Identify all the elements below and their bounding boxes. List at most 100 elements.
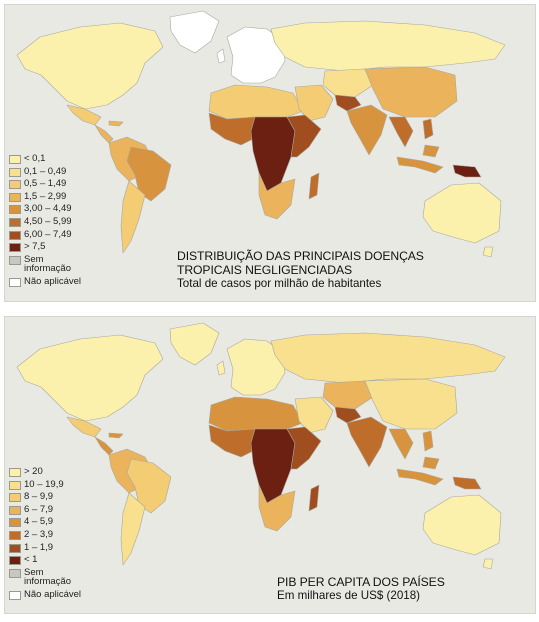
legend-label: 1,5 – 2,99 — [24, 190, 67, 202]
region-north-africa — [208, 396, 304, 432]
world-map-gdp — [16, 322, 506, 570]
region-central-america — [108, 432, 124, 439]
region-madagascar — [308, 172, 320, 200]
region-west-africa — [208, 112, 258, 146]
region-greenland — [169, 10, 220, 54]
legend-label: Sem informação — [24, 566, 71, 588]
legend-swatch — [9, 192, 21, 202]
region-russia — [270, 332, 506, 384]
region-afghanistan — [334, 406, 362, 424]
legend-swatch — [9, 543, 21, 553]
region-middle-east — [294, 396, 334, 434]
legend-label: 1 – 1,9 — [24, 541, 54, 553]
region-indonesia — [422, 456, 440, 470]
region-central-america — [94, 124, 114, 144]
region-north-america — [16, 22, 164, 110]
region-australia — [482, 246, 494, 258]
legend-swatch — [9, 530, 21, 540]
legend-item: 6 – 7,9 — [9, 505, 81, 518]
legend-swatch — [9, 230, 21, 240]
region-central-africa — [250, 428, 296, 504]
legend-swatch — [9, 518, 21, 528]
region-india — [346, 416, 388, 468]
legend-item: 8 – 9,9 — [9, 492, 81, 505]
legend-item: 0,5 – 1,49 — [9, 179, 81, 192]
legend-label: Sem informação — [24, 253, 71, 275]
legend-item: < 0,1 — [9, 154, 81, 167]
legend-label: < 0,1 — [24, 153, 46, 164]
disease-map-panel: < 0,1 0,1 – 0,49 0,5 – 1,49 1,5 – 2,99 3,00 … — [4, 4, 536, 302]
legend-swatch — [9, 155, 21, 164]
legend-label: 2 – 3,9 — [24, 528, 54, 540]
disease-caption: DISTRIBUIÇÃO DAS PRINCIPAIS DOENÇAS TROP… — [177, 249, 424, 291]
legend-item: 4,50 – 5,99 — [9, 217, 81, 230]
legend-item: 0,1 – 0,49 — [9, 167, 81, 180]
region-southeast-asia — [422, 118, 434, 140]
legend-label: 4,50 – 5,99 — [24, 215, 72, 227]
legend-label: 6 – 7,9 — [24, 503, 54, 515]
legend-swatch — [9, 505, 21, 515]
disease-map-title: DISTRIBUIÇÃO DAS PRINCIPAIS DOENÇAS TROP… — [177, 249, 424, 277]
legend-swatch — [9, 277, 21, 287]
region-brazil — [126, 146, 172, 202]
region-indonesia — [422, 144, 440, 158]
legend-swatch — [9, 243, 21, 253]
region-southern-africa — [258, 484, 296, 532]
gdp-map-title: PIB PER CAPITA DOS PAÍSES — [277, 575, 445, 589]
legend-swatch — [9, 167, 21, 177]
region-europe — [226, 26, 286, 84]
region-china — [364, 378, 458, 430]
region-australia — [422, 182, 502, 244]
legend-swatch — [9, 480, 21, 490]
legend-label: 0,5 – 1,49 — [24, 178, 67, 190]
legend-item: 1,5 – 2,99 — [9, 192, 81, 205]
region-india — [346, 104, 388, 156]
region-southern-cone — [120, 180, 146, 254]
legend-item: > 7,5 — [9, 242, 81, 255]
legend-item: Sem informação — [9, 255, 81, 277]
region-europe — [216, 48, 226, 64]
region-central-america — [108, 120, 124, 127]
region-north-africa — [208, 84, 304, 120]
legend-label: 6,00 – 7,49 — [24, 228, 72, 240]
region-papua-new-guinea — [452, 476, 482, 490]
region-australia — [422, 494, 502, 556]
legend-swatch — [9, 468, 21, 477]
disease-legend: < 0,1 0,1 – 0,49 0,5 – 1,49 1,5 – 2,99 3,00 … — [9, 154, 81, 289]
legend-swatch — [9, 590, 21, 600]
legend-label: Não aplicável — [24, 275, 82, 287]
region-central-asia — [322, 68, 374, 98]
region-central-america — [94, 436, 114, 456]
region-southeast-asia — [422, 430, 434, 452]
legend-item: 1 – 1,9 — [9, 543, 81, 556]
legend-item: 2 – 3,9 — [9, 530, 81, 543]
disease-map-subtitle: Total de casos por milhão de habitantes — [177, 277, 382, 290]
region-afghanistan — [334, 94, 362, 112]
legend-item: > 20 — [9, 467, 81, 480]
gdp-map-panel: > 20 10 – 19,9 8 – 9,9 6 – 7,9 4 – 5,9 2 – 3,… — [4, 316, 536, 614]
gdp-legend: > 20 10 – 19,9 8 – 9,9 6 – 7,9 4 – 5,9 2 – 3,… — [9, 467, 81, 602]
region-southeast-asia — [388, 116, 414, 148]
region-east-africa — [286, 114, 322, 158]
legend-item: Sem informação — [9, 568, 81, 590]
legend-item: 6,00 – 7,49 — [9, 230, 81, 243]
region-madagascar — [308, 484, 320, 512]
legend-item: Não aplicável — [9, 277, 81, 290]
legend-item: < 1 — [9, 555, 81, 568]
gdp-map-subtitle: Em milhares de US$ (2018) — [277, 589, 421, 602]
gdp-caption: PIB PER CAPITA DOS PAÍSES Em milhares de… — [277, 575, 445, 603]
region-middle-east — [294, 84, 334, 122]
legend-swatch — [9, 180, 21, 190]
region-indonesia — [396, 156, 444, 174]
world-map-diseases — [16, 10, 506, 258]
region-central-africa — [250, 116, 296, 192]
region-papua-new-guinea — [452, 164, 482, 178]
region-east-africa — [286, 426, 322, 470]
legend-label: 0,1 – 0,49 — [24, 165, 67, 177]
legend-label: 4 – 5,9 — [24, 516, 54, 528]
legend-label: 10 – 19,9 — [24, 478, 64, 490]
region-brazil — [126, 458, 172, 514]
region-china — [364, 66, 458, 118]
region-europe — [216, 360, 226, 376]
region-europe — [226, 338, 286, 396]
